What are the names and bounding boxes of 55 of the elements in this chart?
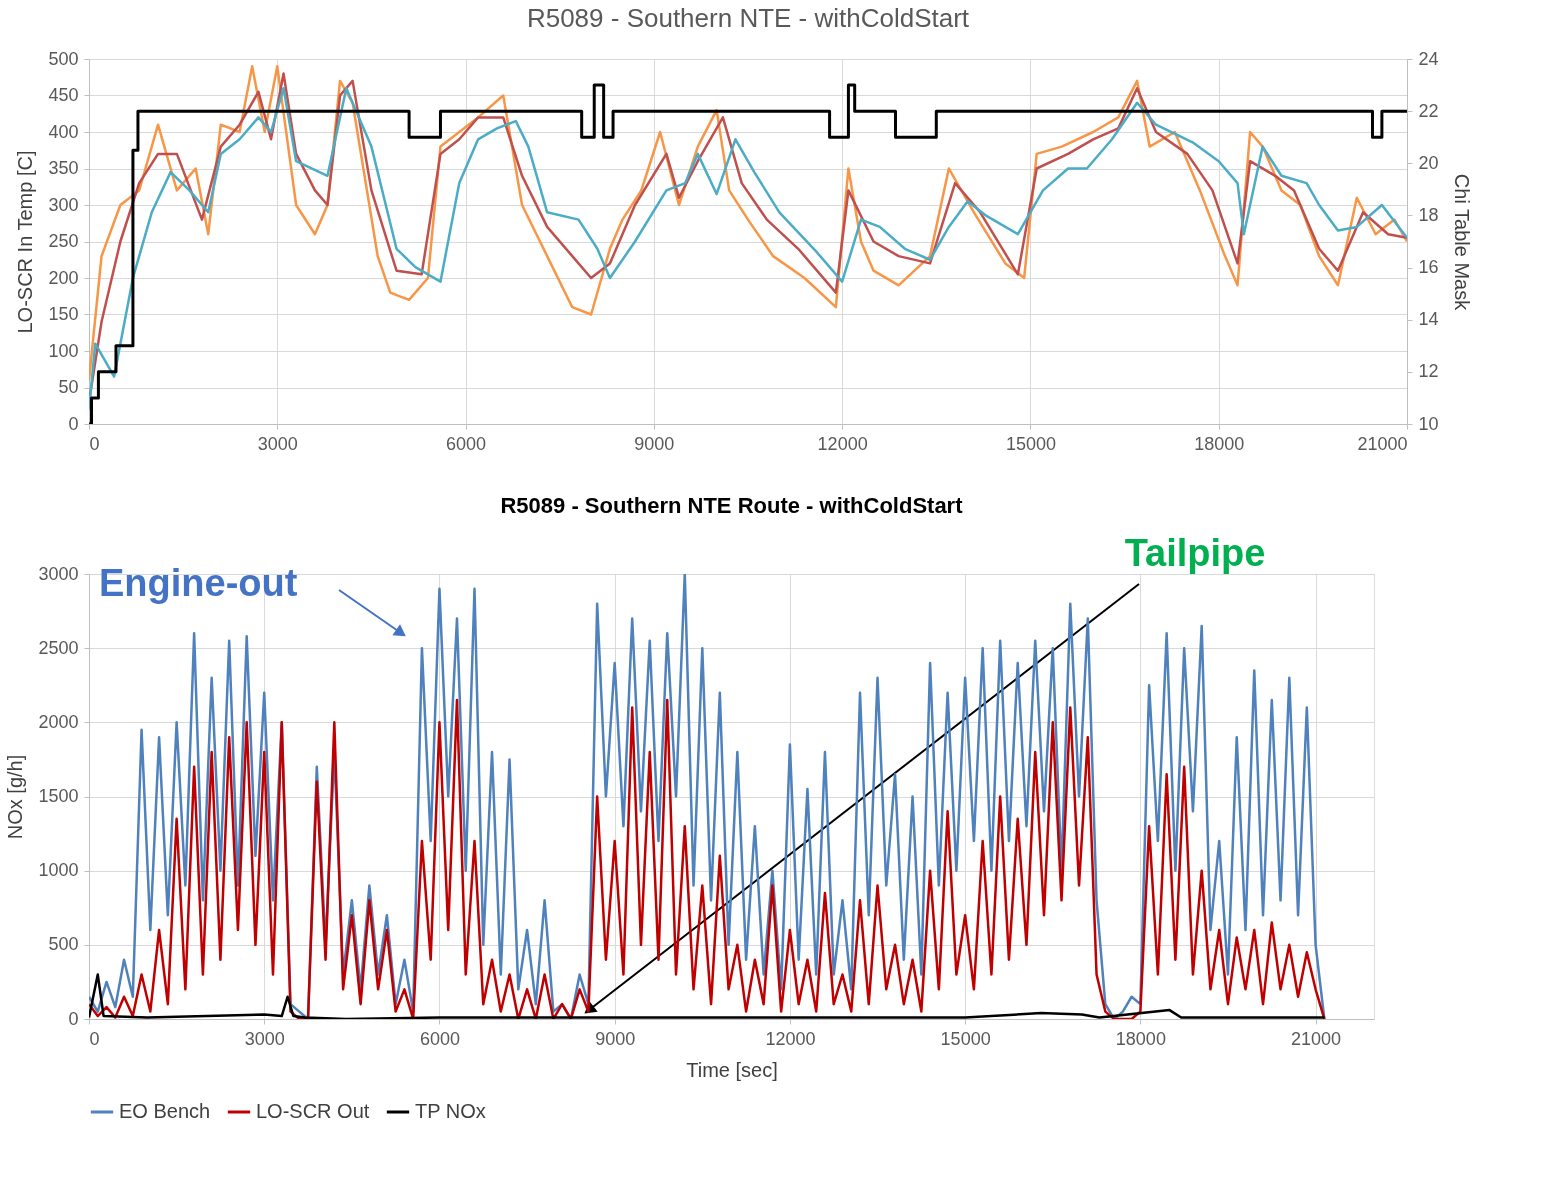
x-tick-label: 18000 [1194, 433, 1245, 454]
y2-tick-label: 22 [1418, 100, 1439, 121]
y-tick-label: 450 [48, 85, 79, 105]
line-series [89, 973, 1326, 1019]
x-tick-label: 21000 [1291, 1028, 1342, 1049]
text: Tailpipe [1124, 532, 1266, 574]
x-tick-label: 3000 [244, 1028, 285, 1049]
y-tick-label: 0 [68, 413, 79, 434]
x-tick-label: 0 [89, 433, 100, 454]
y-tick-label: 1500 [38, 786, 79, 806]
legend-label: TP NOx [415, 1100, 486, 1122]
x-tick-label: 6000 [419, 1028, 460, 1049]
x-tick-label: 9000 [634, 433, 675, 454]
y2-axis-title: Chi Table Mask [1450, 173, 1473, 312]
x-tick-label: 0 [89, 1028, 100, 1049]
y-axis-title: LO-SCR In Temp [C] [14, 150, 37, 334]
x-tick-label: 12000 [817, 433, 868, 454]
chart-title: R5089 - Southern NTE Route - withColdStart [500, 493, 964, 518]
x-axis-title: Time [sec] [686, 1058, 778, 1081]
y-tick-label: 400 [48, 121, 79, 142]
y2-tick-label: 16 [1418, 257, 1439, 278]
y-tick-label: 100 [48, 340, 79, 361]
x-tick-label: 9000 [595, 1028, 636, 1049]
x-tick-label: 12000 [765, 1028, 816, 1049]
y-tick-label: 3000 [38, 563, 79, 584]
legend-label: LO-SCR Out [256, 1100, 370, 1122]
y2-tick-label: 10 [1418, 413, 1439, 434]
annotation: Engine-out [99, 562, 298, 604]
y2-tick-label: 24 [1418, 48, 1439, 69]
y2-tick-label: 20 [1418, 152, 1439, 173]
y-tick-label: 50 [58, 377, 79, 397]
y2-tick-label: 14 [1418, 309, 1439, 330]
x-tick-label: 18000 [1115, 1028, 1166, 1049]
x-tick-label: 15000 [1005, 433, 1056, 454]
x-tick-label: 6000 [446, 433, 487, 454]
y2-tick-label: 18 [1418, 204, 1439, 225]
y-tick-label: 2000 [38, 711, 79, 732]
y-tick-label: 500 [48, 934, 79, 955]
y-tick-label: 350 [48, 158, 79, 178]
chart-title: R5089 - Southern NTE - withColdStart [526, 3, 970, 33]
y-tick-label: 0 [68, 1008, 79, 1029]
y-tick-label: 300 [48, 194, 79, 215]
y-tick-label: 150 [48, 304, 79, 324]
y-tick-label: 1000 [38, 860, 79, 881]
y-tick-label: 2500 [38, 637, 79, 658]
x-tick-label: 21000 [1357, 433, 1408, 454]
legend-label: EO Bench [119, 1100, 211, 1122]
line-series [89, 698, 1326, 1019]
x-tick-label: 3000 [257, 433, 298, 454]
y-axis-title: NOx [g/h] [4, 754, 27, 840]
y-tick-label: 250 [48, 231, 79, 251]
y-tick-label: 200 [48, 267, 79, 288]
y-tick-label: 500 [48, 48, 79, 69]
y2-tick-label: 12 [1418, 361, 1439, 382]
x-tick-label: 15000 [940, 1028, 991, 1049]
